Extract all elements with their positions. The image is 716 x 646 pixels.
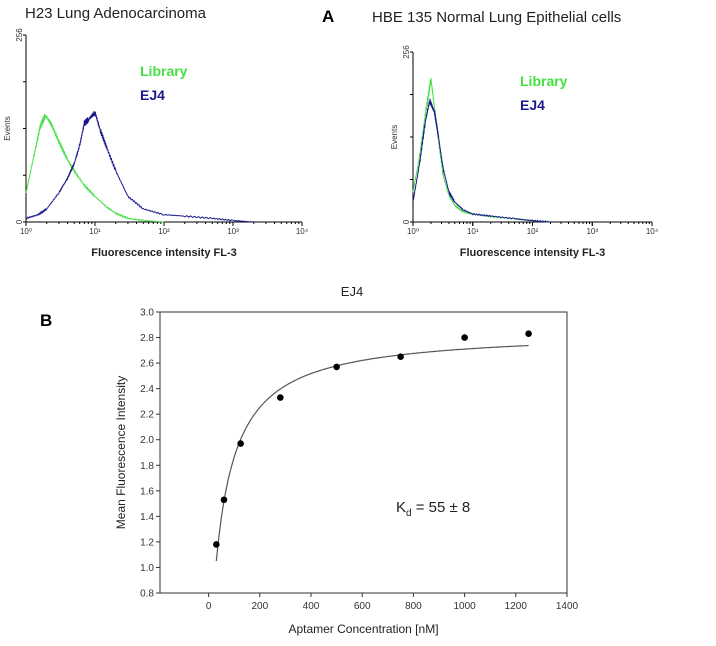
data-point	[213, 541, 220, 548]
x-tick-label: 400	[303, 601, 320, 612]
x-tick-label: 1200	[505, 601, 528, 612]
fit-curve	[215, 344, 529, 562]
y-tick-label: 0	[15, 219, 24, 224]
data-point	[237, 440, 244, 447]
x-tick-label: 600	[354, 601, 371, 612]
data-point	[220, 496, 228, 504]
x-tick-label: 200	[251, 601, 268, 612]
data-point	[461, 334, 468, 341]
y-tick-label: 2.2	[140, 410, 154, 421]
panel-label-a: A	[322, 7, 334, 26]
x-tick-label: 10³	[227, 227, 239, 236]
y-tick-label: 1.8	[140, 461, 154, 472]
y-tick-label: 2.8	[140, 333, 154, 344]
x-tick-label: 10²	[527, 227, 539, 236]
y-tick-label: 0	[402, 219, 411, 224]
plot-frame	[159, 311, 568, 594]
y-tick-label: 3.0	[140, 308, 154, 319]
x-tick-label: 10¹	[467, 227, 479, 236]
data-point	[277, 394, 284, 401]
y-tick-label: 256	[15, 28, 24, 42]
chart-title-h23: H23 Lung Adenocarcinoma	[25, 5, 207, 22]
series-line-library	[25, 113, 164, 223]
legend-ej4: EJ4	[520, 97, 545, 113]
legend-library: Library	[140, 63, 188, 79]
y-tick-label: 1.2	[140, 537, 154, 548]
y-tick-label: 0.8	[140, 589, 154, 600]
chart-title-ej4: EJ4	[341, 284, 363, 299]
histogram-h23: 10⁰ 10¹ 10² 10³ 10⁴ 0 256 Events Fluorescence in…	[3, 28, 309, 259]
x-tick-label: 10⁰	[407, 227, 419, 236]
x-tick-label: 10³	[586, 227, 598, 236]
legend-library: Library	[520, 73, 568, 89]
y-tick-label: 2.0	[140, 435, 154, 446]
kd-value: = 55 ± 8	[412, 499, 471, 516]
y-tick-label: 2.4	[140, 384, 154, 395]
histogram-hbe: 10⁰ 10¹ 10² 10³ 10⁴ 0 256 Events Fluorescence in…	[390, 45, 659, 259]
x-tick-label: 0	[206, 601, 212, 612]
x-axis-label: Fluorescence intensity FL-3	[91, 247, 236, 259]
series-line-ej4	[25, 111, 254, 223]
y-tick-label: 1.0	[140, 563, 154, 574]
panel-label-b: B	[40, 311, 52, 330]
x-tick-label: 10¹	[89, 227, 101, 236]
y-tick-label: 2.6	[140, 359, 154, 370]
x-tick-label: 800	[405, 601, 422, 612]
x-tick-label: 1000	[453, 601, 476, 612]
legend-ej4: EJ4	[140, 87, 165, 103]
kd-symbol: K	[396, 499, 406, 516]
y-tick-label: 256	[402, 45, 411, 59]
y-axis-label: Mean Fluorescence Intensity	[114, 376, 128, 529]
y-tick-label: 1.6	[140, 486, 154, 497]
series-line-ej4	[412, 98, 551, 223]
data-point	[525, 330, 532, 338]
data-point	[333, 363, 340, 371]
x-tick-label: 1400	[556, 601, 579, 612]
x-tick-label: 10⁰	[20, 227, 32, 236]
kd-subscript: d	[406, 508, 412, 519]
y-axis-label: Events	[3, 116, 12, 140]
x-tick-label: 10²	[158, 227, 170, 236]
y-axis-label: Events	[390, 125, 399, 149]
chart-title-hbe: HBE 135 Normal Lung Epithelial cells	[372, 9, 621, 26]
x-tick-label: 10⁴	[296, 227, 309, 236]
data-point	[397, 353, 404, 361]
x-axis-label: Fluorescence intensity FL-3	[460, 247, 605, 259]
x-axis-label: Aptamer Concentration [nM]	[288, 622, 438, 636]
kd-annotation: Kd = 55 ± 8	[396, 499, 470, 519]
x-tick-label: 10⁴	[646, 227, 659, 236]
binding-curve-chart: 0.8 1.0 1.2 1.4 1.6 1.8 2.0 2.2 2.4 2.6 2.8 3.0 0 200…	[114, 308, 579, 637]
y-tick-label: 1.4	[140, 512, 154, 523]
